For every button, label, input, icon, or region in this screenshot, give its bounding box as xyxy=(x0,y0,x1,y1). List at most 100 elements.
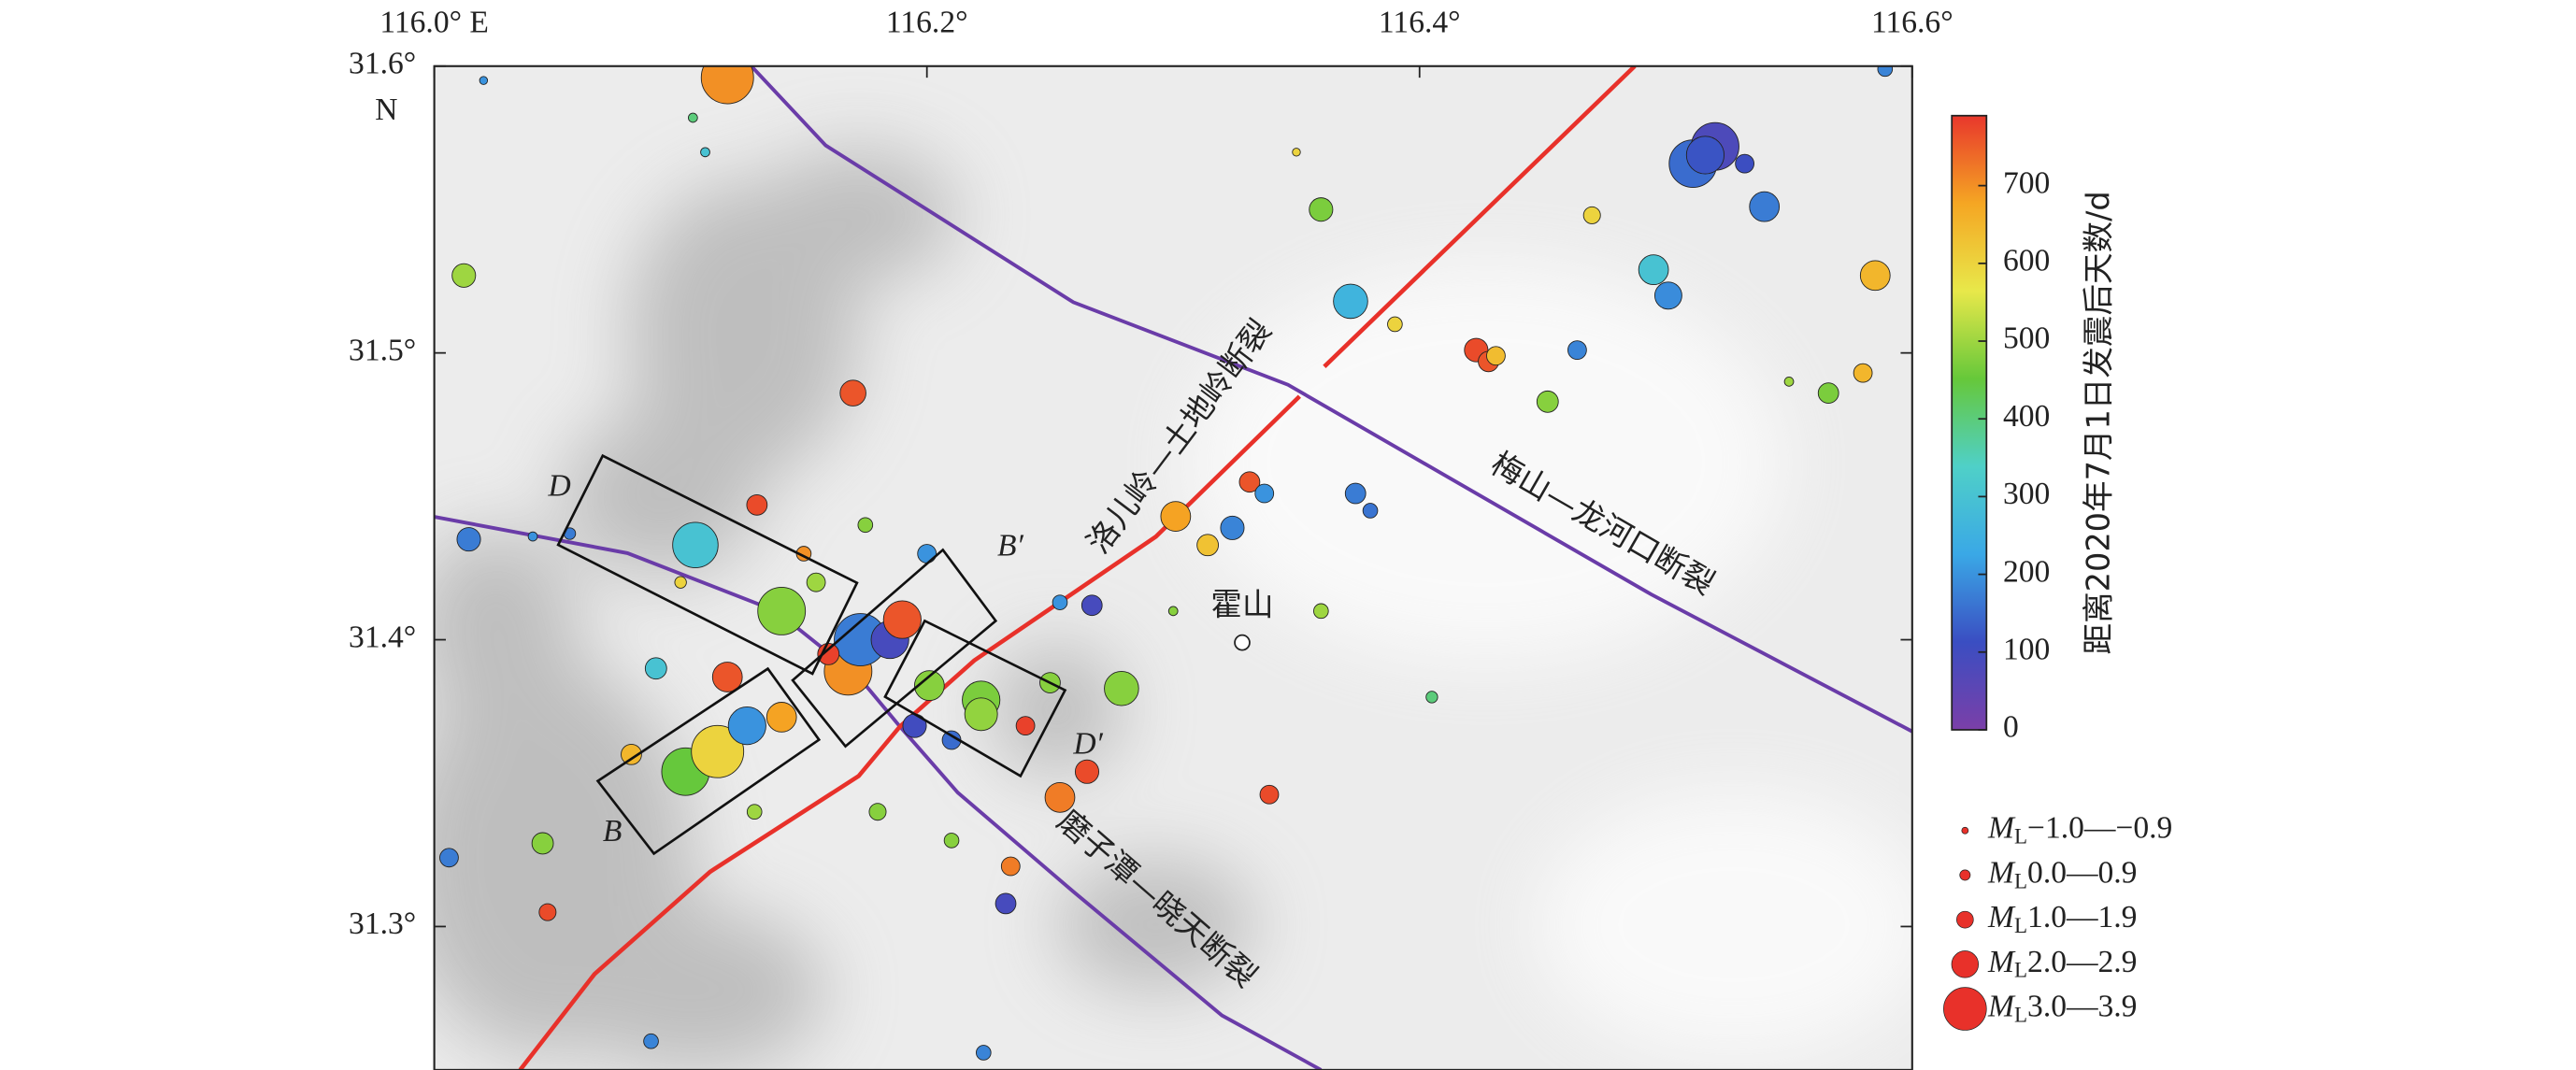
event xyxy=(1362,503,1379,519)
event xyxy=(1254,483,1275,504)
legend-marker xyxy=(1959,869,1971,881)
event xyxy=(857,517,874,534)
event xyxy=(1052,594,1068,610)
legend-marker xyxy=(1961,826,1969,835)
event xyxy=(882,600,922,639)
event xyxy=(644,657,667,680)
event xyxy=(1015,716,1036,736)
legend-marker xyxy=(1956,910,1974,929)
profile-box xyxy=(791,548,998,749)
event xyxy=(1425,691,1438,704)
legend-range: −1.0—−0.9 xyxy=(2027,810,2172,845)
profile-boxes xyxy=(556,453,1067,856)
event xyxy=(1877,65,1894,78)
event xyxy=(700,147,710,158)
event xyxy=(1582,206,1601,224)
legend-marker xyxy=(1943,987,1987,1031)
legend-subscript: L xyxy=(2014,1004,2027,1027)
colorbar-label: 距离2020年7月1日发震后天数/d xyxy=(2081,191,2117,654)
event xyxy=(691,724,745,778)
event xyxy=(531,832,554,855)
legend-label: ML0.0—0.9 xyxy=(1987,855,2137,892)
legend-marker xyxy=(1951,950,1980,978)
event xyxy=(913,670,945,702)
event xyxy=(766,702,797,733)
event xyxy=(1685,136,1725,175)
event xyxy=(643,1033,659,1049)
event xyxy=(711,662,743,692)
event xyxy=(1313,603,1329,620)
profile-box xyxy=(883,619,1067,778)
colorbar-tick-label: 500 xyxy=(2003,321,2050,356)
colorbar-tick-label: 100 xyxy=(2003,632,2050,666)
event xyxy=(451,263,477,288)
event xyxy=(1749,191,1781,222)
terrain xyxy=(434,65,1912,1070)
x-tick-label: 116.2° xyxy=(886,5,968,39)
place-marker xyxy=(1234,634,1251,651)
colorbar-tick-label: 300 xyxy=(2003,477,2050,511)
event xyxy=(1853,363,1873,383)
event xyxy=(1080,594,1103,617)
event xyxy=(439,848,459,868)
x-tick-label: 116.4° xyxy=(1379,5,1461,39)
event xyxy=(1735,153,1754,174)
colorbar xyxy=(1951,114,1988,731)
event xyxy=(943,833,960,849)
fault-line xyxy=(750,65,1912,734)
event xyxy=(1783,376,1795,387)
event xyxy=(1344,482,1367,505)
event xyxy=(538,903,557,921)
event xyxy=(1486,346,1506,366)
y-tick-label: 31.4° xyxy=(349,620,416,654)
profile-label: D xyxy=(548,469,571,504)
event xyxy=(1238,471,1261,493)
place-label: 霍山 xyxy=(1210,586,1273,622)
event xyxy=(1638,254,1669,286)
event xyxy=(1536,390,1559,413)
profile-label: B′ xyxy=(997,528,1023,563)
event xyxy=(1567,340,1587,360)
event xyxy=(1817,382,1839,404)
y-tick-label: 31.5° xyxy=(349,333,416,367)
colorbar-tick-label: 600 xyxy=(2003,244,2050,278)
event xyxy=(1000,856,1021,877)
event xyxy=(479,76,489,85)
y-tick-label: 31.3° xyxy=(349,906,416,941)
event xyxy=(1309,197,1334,222)
profile-label: D′ xyxy=(1072,726,1103,761)
event xyxy=(1104,670,1139,706)
profile-box xyxy=(595,666,822,856)
event xyxy=(527,531,538,542)
event xyxy=(1259,784,1280,805)
legend-subscript: L xyxy=(2014,870,2027,893)
legend-range: 2.0—2.9 xyxy=(2027,945,2137,979)
event xyxy=(995,892,1017,915)
event xyxy=(1333,283,1368,320)
event xyxy=(806,572,826,592)
legend-subscript: L xyxy=(2014,914,2027,937)
event xyxy=(674,576,687,589)
fault-line xyxy=(1323,65,1637,368)
y-axis-label: N xyxy=(375,93,397,127)
colorbar-tick-label: 0 xyxy=(2003,710,2019,745)
legend-label: ML3.0—3.9 xyxy=(1987,989,2137,1026)
legend-symbol: M xyxy=(1987,900,2016,934)
event xyxy=(757,586,807,635)
event xyxy=(917,544,937,564)
x-tick-label: 116.0° E xyxy=(379,5,489,39)
legend-range: 3.0—3.9 xyxy=(2027,989,2137,1023)
event xyxy=(687,112,698,123)
legend-label: ML−1.0—−0.9 xyxy=(1987,810,2172,848)
legend-label: ML2.0—2.9 xyxy=(1987,945,2137,982)
event xyxy=(621,743,642,765)
event xyxy=(839,379,866,407)
legend-symbol: M xyxy=(1987,989,2016,1023)
event xyxy=(964,697,998,732)
event xyxy=(1044,781,1076,813)
event xyxy=(1220,515,1245,540)
event xyxy=(727,706,766,746)
legend-subscript: L xyxy=(2014,959,2027,982)
